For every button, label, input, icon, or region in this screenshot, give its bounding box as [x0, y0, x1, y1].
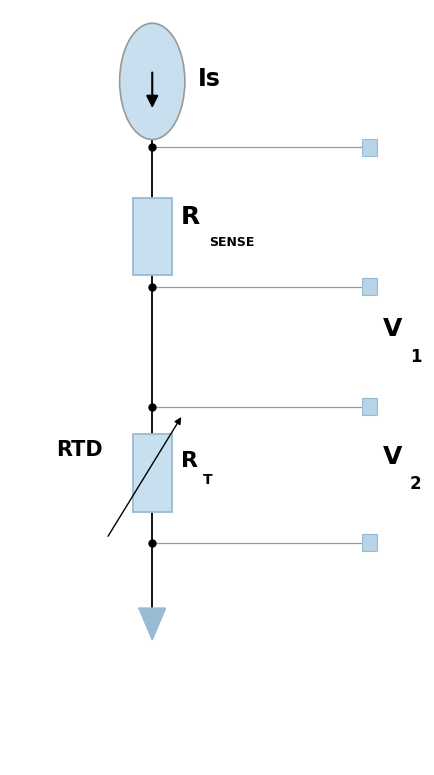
Text: 1: 1 [409, 347, 420, 366]
Text: V: V [382, 446, 401, 469]
Text: SENSE: SENSE [208, 236, 253, 249]
Bar [132, 198, 171, 275]
Text: Is: Is [197, 67, 220, 91]
Text: RTD: RTD [56, 439, 103, 460]
Bar [361, 398, 376, 415]
Bar [361, 534, 376, 551]
Text: T: T [203, 474, 212, 487]
Text: R: R [180, 451, 197, 471]
Text: R: R [180, 205, 199, 229]
Circle shape [119, 23, 184, 140]
Bar [361, 278, 376, 295]
Text: 2: 2 [409, 475, 421, 494]
Text: V: V [382, 318, 401, 341]
Polygon shape [139, 608, 165, 639]
Bar [361, 139, 376, 156]
Bar [132, 434, 171, 512]
